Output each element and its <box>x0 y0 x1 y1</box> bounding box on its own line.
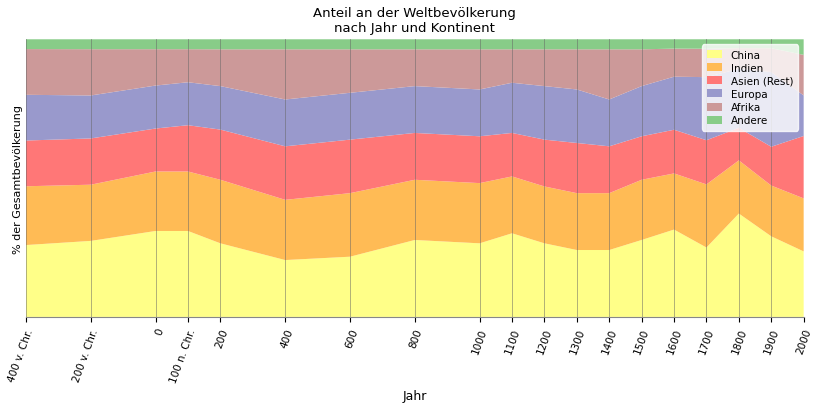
Y-axis label: % der Gesamtbevölkerung: % der Gesamtbevölkerung <box>13 104 23 253</box>
Legend: China, Indien, Asien (Rest), Europa, Afrika, Andere: China, Indien, Asien (Rest), Europa, Afr… <box>701 45 798 131</box>
X-axis label: Jahr: Jahr <box>402 389 427 402</box>
Title: Anteil an der Weltbevölkerung
nach Jahr und Kontinent: Anteil an der Weltbevölkerung nach Jahr … <box>313 7 516 35</box>
